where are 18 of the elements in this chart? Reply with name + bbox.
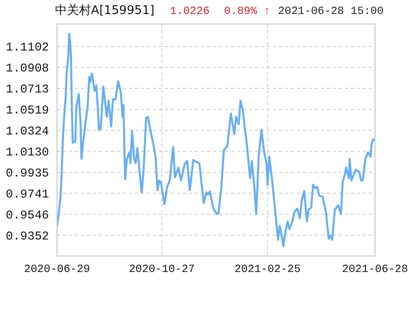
text: 1.0226	[170, 6, 210, 18]
y-tick-label: 0.9352	[6, 230, 49, 244]
y-tick-label: 1.0324	[6, 124, 49, 139]
text: 2021-06-28 15:00	[278, 6, 384, 18]
x-tick-label: 2020-06-29	[24, 264, 90, 276]
y-tick-label: 0.9741	[6, 188, 49, 202]
y-tick-label: 0.9935	[6, 166, 49, 181]
y-tick-label: 0.9546	[6, 208, 49, 223]
text: 0.89% ↑	[224, 6, 270, 18]
y-tick-label: 1.0713	[6, 82, 49, 97]
x-tick-label: 2021-02-25	[234, 264, 301, 276]
y-tick-label: 1.1102	[6, 40, 49, 55]
x-tick-label: 2021-06-28	[342, 264, 408, 276]
x-tick-label: 2020-10-27	[128, 264, 195, 276]
chart-title: 中关村A[159951]	[55, 3, 154, 17]
y-tick-label: 1.0130	[6, 146, 49, 160]
y-tick-label: 1.0519	[6, 104, 49, 118]
y-tick-label: 1.0908	[6, 62, 49, 76]
